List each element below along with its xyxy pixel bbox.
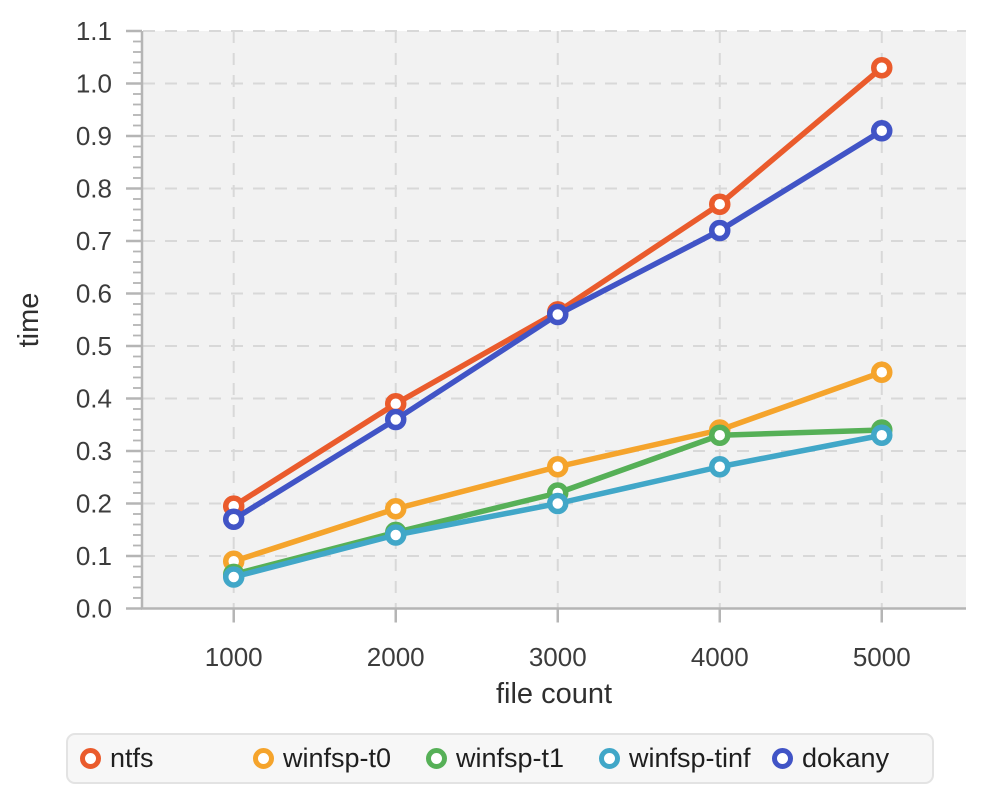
data-point-winfsp-tinf	[546, 492, 569, 515]
x-tick-label: 3000	[529, 642, 587, 672]
y-tick-label: 0.9	[76, 121, 112, 151]
legend-marker-icon	[80, 748, 101, 769]
data-point-winfsp-t1	[708, 424, 731, 446]
y-tick-label: 1.0	[76, 69, 112, 99]
x-axis-title: file count	[496, 678, 612, 710]
legend-item-ntfs[interactable]: ntfs	[80, 743, 253, 774]
y-tick-label: 0.3	[76, 436, 112, 466]
data-point-winfsp-tinf	[222, 566, 245, 588]
legend-marker-icon	[253, 748, 274, 769]
y-tick-label: 0.2	[76, 489, 112, 519]
data-point-dokany	[546, 303, 569, 326]
y-tick-label: 0.0	[76, 594, 112, 624]
axes	[126, 29, 966, 623]
legend-marker-icon	[772, 748, 793, 769]
legend-label: dokany	[802, 743, 890, 773]
data-point-dokany	[871, 120, 893, 142]
data-point-dokany	[384, 408, 407, 431]
legend-item-winfsp-t0[interactable]: winfsp-t0	[253, 743, 426, 774]
legend-label: winfsp-tinf	[629, 743, 751, 773]
data-point-dokany	[222, 508, 245, 530]
legend-item-winfsp-t1[interactable]: winfsp-t1	[426, 743, 599, 774]
data-point-winfsp-tinf	[384, 524, 407, 546]
data-point-winfsp-t0	[871, 361, 893, 383]
y-axis-title: time	[13, 293, 45, 348]
x-tick-label: 1000	[205, 642, 263, 672]
data-point-winfsp-tinf	[871, 424, 893, 446]
y-tick-label: 0.1	[76, 541, 112, 571]
x-tick-label: 4000	[691, 642, 749, 672]
x-tick-label: 5000	[853, 642, 911, 672]
y-tick-label: 0.7	[76, 226, 112, 256]
y-tick-label: 0.6	[76, 279, 112, 309]
chart-legend: ntfs winfsp-t0 winfsp-t1 winfsp-tinf dokany	[66, 733, 934, 784]
line-chart: 0.0 0.1 0.2 0.3 0.4 0.5 0.6 0.7 0.8 0.9 1.0 1.1 1000…	[13, 16, 966, 710]
legend-label: winfsp-t1	[456, 743, 565, 773]
tick-labels: 0.0 0.1 0.2 0.3 0.4 0.5 0.6 0.7 0.8 0.9 1.0 1.1 1000…	[76, 16, 911, 672]
legend-marker-icon	[426, 748, 447, 769]
data-point-winfsp-t0	[384, 498, 407, 520]
data-point-ntfs	[708, 193, 731, 215]
data-point-winfsp-tinf	[708, 456, 731, 478]
legend-item-dokany[interactable]: dokany	[772, 743, 889, 774]
data-point-ntfs	[871, 57, 893, 79]
series-dokany	[222, 120, 893, 530]
y-tick-label: 1.1	[76, 16, 112, 46]
data-point-dokany	[708, 219, 731, 242]
x-tick-label: 2000	[367, 642, 425, 672]
y-tick-label: 0.4	[76, 384, 112, 414]
legend-label: winfsp-t0	[283, 743, 392, 773]
data-point-winfsp-t0	[546, 456, 569, 478]
series-winfsp-tinf	[222, 424, 893, 588]
y-tick-label: 0.8	[76, 174, 112, 204]
legend-marker-icon	[599, 748, 620, 769]
legend-item-winfsp-tinf[interactable]: winfsp-tinf	[599, 743, 772, 774]
series-lines	[222, 57, 893, 588]
y-tick-label: 0.5	[76, 331, 112, 361]
legend-label: ntfs	[110, 743, 154, 773]
gridlines	[143, 30, 966, 609]
